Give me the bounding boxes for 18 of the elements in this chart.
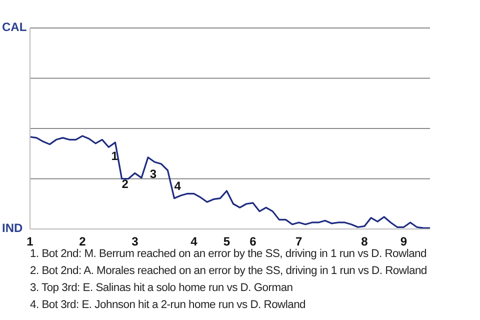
x-tick-label: 3 — [132, 234, 139, 249]
x-tick-label: 2 — [79, 234, 86, 249]
text: 4. Bot 3rd: E. Johnson hit a 2-run home run vs D. Rowland — [30, 298, 307, 313]
annotation: 3 — [150, 167, 157, 181]
text: 1. Bot 2nd: M. Berrum reached on an error by the SS, driving in 1 run vs D. Rowland — [30, 247, 428, 262]
text: 2. Bot 2nd: A. Morales reached on an error by the SS, driving in 1 run vs D. Rowland — [30, 264, 428, 279]
x-tick-label: 6 — [250, 234, 257, 249]
text: IND — [2, 221, 23, 235]
x-tick-label: 7 — [296, 234, 303, 249]
x-tick-label: 8 — [361, 234, 368, 249]
annotation: 4 — [174, 179, 181, 193]
x-tick-label: 1 — [26, 234, 34, 249]
annotation: 2 — [122, 177, 128, 191]
text: 3. Top 3rd: E. Salinas hit a solo home run vs D. Gorman — [30, 281, 294, 296]
x-tick-label: 4 — [190, 234, 198, 249]
x-tick-label: 9 — [400, 234, 408, 249]
x-tick-label: 5 — [223, 234, 230, 249]
text: CAL — [2, 20, 27, 34]
